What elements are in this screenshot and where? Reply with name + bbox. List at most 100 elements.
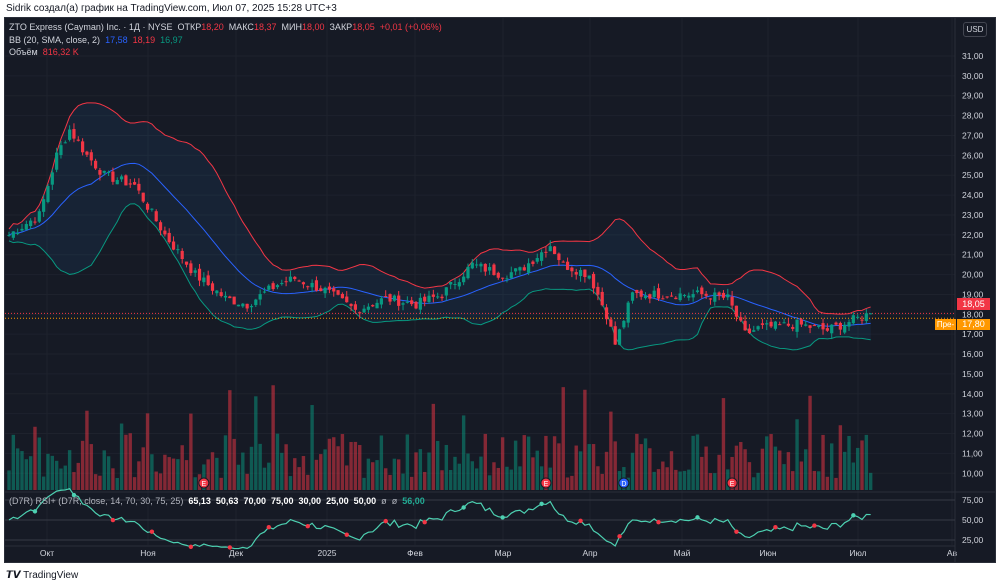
time-tick: 2025 bbox=[318, 548, 337, 558]
rsi-value: 30,00 bbox=[298, 496, 322, 506]
candle bbox=[834, 322, 838, 325]
time-tick: Ав bbox=[947, 548, 958, 558]
candle bbox=[682, 295, 687, 297]
volume-bar bbox=[371, 462, 375, 490]
bb-legend[interactable]: BB (20, SMA, close, 2) 17,58 18,19 16,97 bbox=[9, 34, 442, 47]
event-marker: E bbox=[198, 477, 210, 489]
volume-bar bbox=[578, 451, 583, 490]
volume-bar bbox=[448, 470, 453, 490]
candle bbox=[189, 263, 193, 274]
volume-bar bbox=[630, 452, 635, 490]
candle bbox=[786, 323, 790, 326]
volume-bar bbox=[115, 477, 119, 490]
volume-bar bbox=[249, 446, 254, 490]
candle bbox=[812, 325, 816, 327]
price-tick: 18,00 bbox=[962, 309, 984, 319]
volume-legend[interactable]: Объём 816,32 K bbox=[9, 46, 442, 59]
tradingview-logo[interactable]: 𝙏𝙑 TradingView bbox=[6, 570, 78, 581]
volume-bar bbox=[461, 415, 466, 490]
bb-lower: 16,97 bbox=[160, 34, 183, 45]
volume-bar bbox=[72, 472, 76, 490]
candle bbox=[704, 293, 708, 296]
candle bbox=[193, 270, 197, 273]
volume-bar bbox=[89, 444, 93, 490]
volume-bar bbox=[228, 390, 232, 490]
candle bbox=[739, 317, 743, 321]
volume-bar bbox=[33, 426, 37, 490]
volume-bar bbox=[405, 434, 410, 490]
candle bbox=[825, 328, 829, 331]
volume-bar bbox=[46, 453, 50, 490]
time-tick: Дек bbox=[229, 548, 243, 558]
volume-bar bbox=[457, 463, 462, 490]
rsi-legend[interactable]: (D7R) RSI+ (D7R, close, 14, 70, 30, 75, … bbox=[9, 496, 425, 506]
volume-bar bbox=[570, 475, 574, 490]
candle bbox=[63, 142, 67, 144]
volume-bar bbox=[258, 443, 262, 490]
volume-bar bbox=[483, 433, 487, 490]
candle bbox=[483, 263, 487, 272]
candle bbox=[81, 141, 85, 153]
candle bbox=[33, 221, 37, 223]
volume-bar bbox=[137, 461, 141, 490]
price-tick: 11,00 bbox=[962, 448, 983, 458]
time-tick: Апр bbox=[583, 548, 598, 558]
open-label: ОТКР bbox=[177, 22, 202, 32]
volume-bar bbox=[106, 456, 111, 490]
candle bbox=[267, 285, 271, 290]
volume-bar bbox=[327, 438, 332, 490]
high-value: 18,37 bbox=[253, 22, 277, 32]
volume-bar bbox=[864, 434, 869, 490]
candle bbox=[596, 286, 600, 295]
volume-bar bbox=[293, 458, 297, 490]
candle bbox=[622, 320, 626, 328]
volume-bar bbox=[691, 435, 695, 490]
candle bbox=[652, 290, 656, 297]
volume-bar bbox=[587, 444, 591, 490]
price-tick: 26,00 bbox=[962, 150, 984, 160]
volume-bar bbox=[613, 441, 617, 490]
volume-bar bbox=[591, 444, 596, 490]
candle bbox=[617, 329, 622, 345]
price-tick: 23,00 bbox=[962, 210, 984, 220]
volume-bar bbox=[271, 385, 275, 490]
candle bbox=[141, 192, 145, 202]
candle bbox=[509, 272, 513, 279]
volume-bar bbox=[847, 436, 851, 490]
volume-bar bbox=[739, 442, 743, 490]
candle bbox=[700, 287, 704, 295]
price-tick: 17,00 bbox=[962, 329, 984, 339]
tradingview-wordmark: TradingView bbox=[23, 570, 79, 581]
candle bbox=[46, 186, 50, 202]
price-tick: 12,00 bbox=[962, 429, 984, 439]
candle bbox=[176, 249, 180, 251]
candle bbox=[609, 319, 613, 327]
candle bbox=[254, 299, 258, 306]
candle bbox=[773, 321, 778, 329]
candle bbox=[24, 224, 28, 230]
volume-bar bbox=[397, 459, 401, 490]
currency-button[interactable]: USD bbox=[963, 22, 987, 37]
rsi-signal-dot bbox=[71, 492, 77, 498]
volume-bar bbox=[773, 446, 778, 490]
candle bbox=[184, 261, 189, 265]
volume-bar bbox=[332, 437, 336, 490]
legend: ZTO Express (Cayman) Inc. · 1Д · NYSE ОТ… bbox=[9, 21, 442, 59]
volume-bar bbox=[409, 476, 414, 490]
candle bbox=[106, 171, 111, 173]
volume-bar bbox=[795, 419, 799, 490]
rsi-signal-dot bbox=[851, 513, 856, 518]
rsi-signal-dot bbox=[227, 545, 233, 550]
volume-bar bbox=[306, 474, 310, 490]
volume-bar bbox=[760, 448, 765, 490]
volume-bar bbox=[254, 396, 258, 490]
candle bbox=[29, 220, 33, 227]
symbol-name[interactable]: ZTO Express (Cayman) Inc. · 1Д · NYSE bbox=[9, 22, 173, 32]
candle bbox=[539, 252, 544, 261]
premarket-tag: Пре- bbox=[935, 319, 956, 330]
volume-bar bbox=[362, 477, 366, 490]
candle bbox=[20, 228, 24, 231]
candle bbox=[427, 295, 431, 302]
candle bbox=[340, 293, 345, 299]
